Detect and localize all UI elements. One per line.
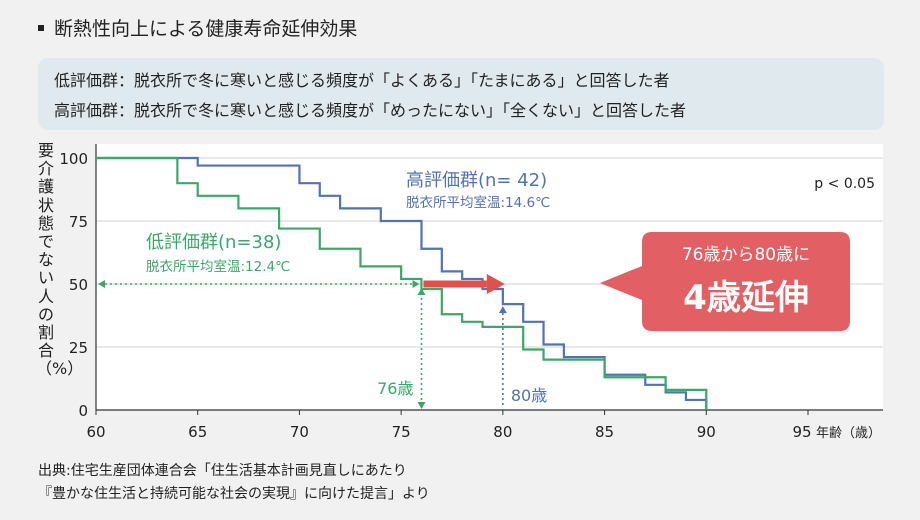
marker-label-76: 76歳 (377, 379, 413, 398)
marker-arrowhead-top (417, 288, 426, 295)
source-line-2: 『豊かな住生活と持続可能な社会の実現』に向けた提言」より (38, 486, 430, 502)
x-tick-label: 85 (595, 423, 614, 441)
marker-arrowhead-top (498, 306, 507, 314)
chart-title: 断熱性向上による健康寿命延伸効果 (38, 14, 357, 41)
series-high-name: 高評価群(n= 42) (406, 170, 547, 191)
definition-high: 高評価群：脱衣所で冬に寒いと感じる頻度が「めったにない」「全くない」と回答した者 (54, 101, 687, 120)
y-tick-label: 75 (69, 213, 88, 231)
extension-arrow-shaft (423, 280, 487, 288)
x-tick-label-last: 95 (792, 423, 811, 441)
marker-arrowhead-bottom (417, 402, 426, 409)
series-high-line (96, 156, 708, 410)
bullet-square-icon (38, 24, 44, 31)
y-axis-label: 要介護状態でない人の割合（%） (36, 141, 84, 379)
arrowhead-right (412, 280, 420, 288)
marker-label-80: 80歳 (511, 386, 547, 405)
series-low-line (96, 156, 708, 410)
x-tick-label: 75 (392, 423, 411, 441)
callout-bubble (600, 232, 850, 331)
callout-line-1: 76歳から80歳に (682, 245, 810, 265)
y-tick-label: 0 (78, 402, 88, 420)
chart-title-text: 断熱性向上による健康寿命延伸効果 (54, 18, 358, 40)
extension-arrowhead (486, 274, 505, 294)
definition-box: 低評価群：脱衣所で冬に寒いと感じる頻度が「よくある」「たまにある」と回答した者 … (38, 58, 884, 130)
x-tick-label: 60 (86, 423, 105, 441)
series-low-sub: 脱衣所平均室温:12.4℃ (146, 258, 290, 275)
y-tick-label: 100 (59, 150, 88, 168)
callout-line-2: 4歳延伸 (683, 278, 809, 318)
series-low-name: 低評価群(n=38) (146, 232, 281, 253)
arrowhead-left (98, 280, 105, 288)
x-tick-label: 90 (697, 423, 716, 441)
y-tick-label: 25 (69, 339, 88, 357)
x-tick-label: 70 (290, 423, 309, 441)
p-value: p < 0.05 (814, 176, 875, 192)
x-tick-label: 65 (188, 423, 207, 441)
y-tick-label: 50 (69, 276, 88, 294)
series-high-sub: 脱衣所平均室温:14.6℃ (406, 194, 550, 211)
x-axis-unit: 年齢（歳） (816, 426, 881, 441)
source-line-1: 出典:住宅生産団体連合会「住生活基本計画見直しにあたり (38, 463, 407, 479)
definition-low: 低評価群：脱衣所で冬に寒いと感じる頻度が「よくある」「たまにある」と回答した者 (54, 71, 670, 90)
x-tick-label: 80 (493, 423, 512, 441)
